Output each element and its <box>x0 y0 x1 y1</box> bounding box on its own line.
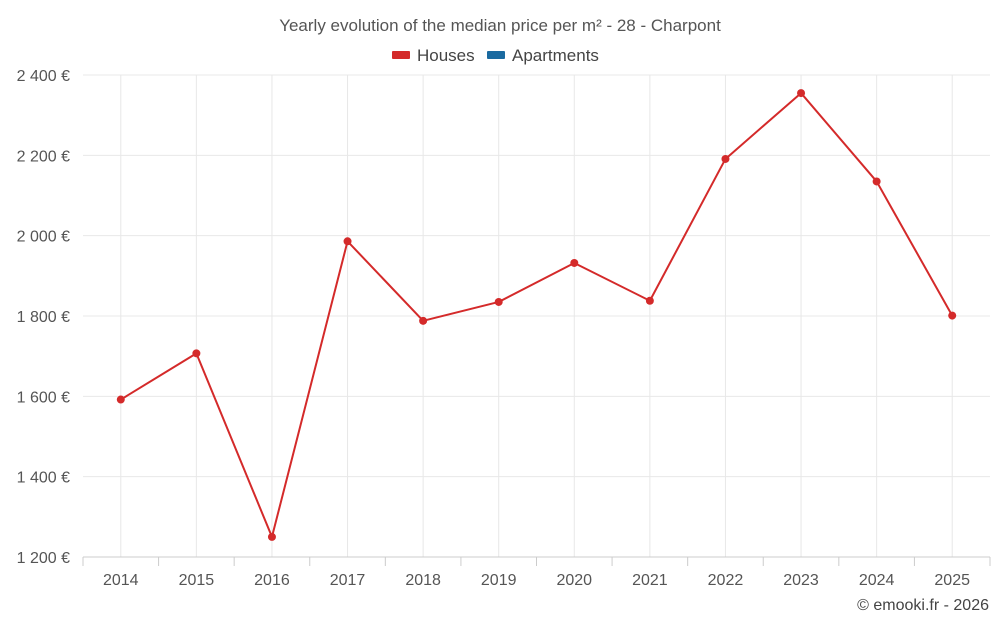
data-point-2015[interactable] <box>192 349 201 358</box>
x-tick-label: 2018 <box>405 572 441 589</box>
series-houses <box>116 89 957 541</box>
y-tick-label: 2 200 € <box>17 148 70 165</box>
data-point-2014[interactable] <box>116 395 125 404</box>
data-point-2022[interactable] <box>721 154 730 163</box>
y-axis: 1 200 € 1 400 € 1 600 € 1 800 € 2 000 € 2 200… <box>17 68 70 567</box>
data-point-2024[interactable] <box>872 177 881 186</box>
legend-item-houses[interactable]: Houses <box>392 46 475 65</box>
x-tick-label: 2021 <box>632 572 668 589</box>
x-tick-label: 2022 <box>708 572 744 589</box>
chart-title: Yearly evolution of the median price per… <box>279 16 721 35</box>
y-tick-label: 1 600 € <box>17 389 70 406</box>
data-point-2021[interactable] <box>645 296 654 305</box>
data-point-2017[interactable] <box>343 237 352 246</box>
series-line-houses <box>120 92 954 538</box>
x-tick-label: 2019 <box>481 572 517 589</box>
legend-swatch-houses <box>392 51 410 59</box>
y-tick-label: 1 200 € <box>17 550 70 567</box>
x-tick-label: 2017 <box>330 572 366 589</box>
grid <box>83 74 990 557</box>
legend-item-apartments[interactable]: Apartments <box>487 46 599 65</box>
y-tick-label: 2 400 € <box>17 68 70 85</box>
x-axis: 2014 2015 2016 2017 2018 2019 2020 2021 2022 2023… <box>82 556 991 589</box>
x-tick-label: 2014 <box>103 572 139 589</box>
x-tick-label: 2015 <box>179 572 215 589</box>
legend-label-houses: Houses <box>417 46 475 65</box>
credit-text: © emooki.fr - 2026 <box>857 597 989 614</box>
data-point-2018[interactable] <box>419 316 428 325</box>
x-tick-label: 2020 <box>556 572 592 589</box>
x-tick-label: 2023 <box>783 572 819 589</box>
data-point-2020[interactable] <box>570 258 579 267</box>
legend-swatch-apartments <box>487 51 505 59</box>
y-tick-label: 1 400 € <box>17 470 70 487</box>
y-tick-label: 2 000 € <box>17 229 70 246</box>
legend: Houses Apartments <box>392 46 599 65</box>
data-point-2025[interactable] <box>948 311 957 320</box>
x-tick-label: 2024 <box>859 572 895 589</box>
data-point-2016[interactable] <box>267 532 276 541</box>
x-tick-label: 2016 <box>254 572 290 589</box>
data-point-2019[interactable] <box>494 297 503 306</box>
legend-label-apartments: Apartments <box>512 46 599 65</box>
x-tick-label: 2025 <box>934 572 970 589</box>
data-point-2023[interactable] <box>797 89 806 98</box>
y-tick-label: 1 800 € <box>17 309 70 326</box>
